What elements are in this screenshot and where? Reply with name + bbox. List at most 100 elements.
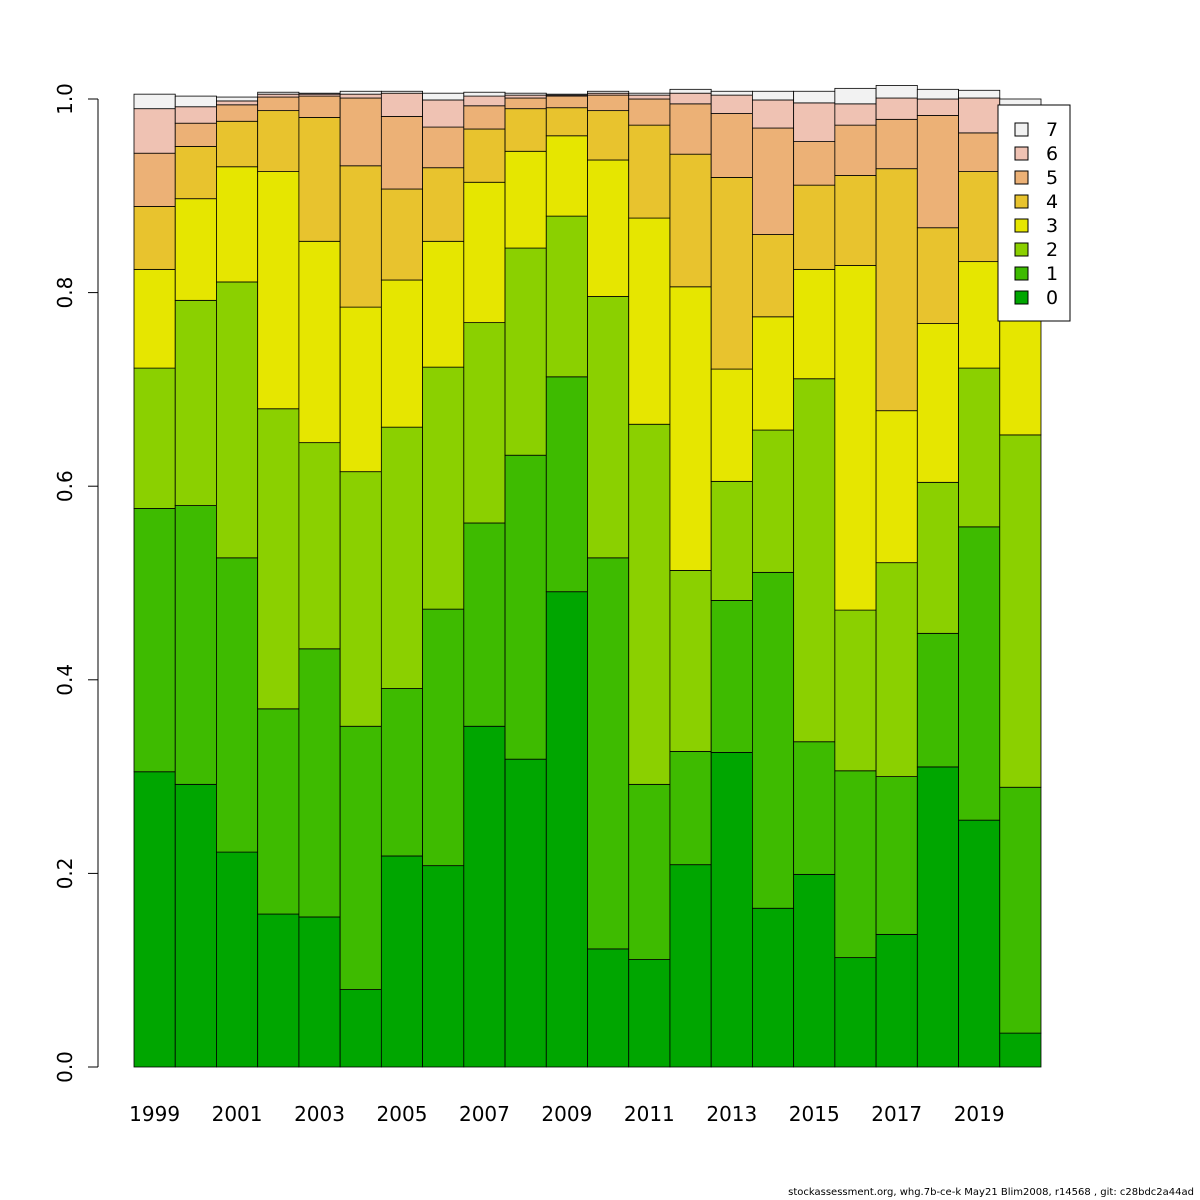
bar-segment-2006-age-6 — [422, 99, 465, 128]
bars-group — [133, 85, 1042, 1068]
bar-segment-2017-age-7 — [875, 85, 918, 99]
bar-segment-2005-age-4 — [380, 188, 423, 281]
bar-segment-2008-age-0 — [504, 758, 547, 1068]
bar-segment-2012-age-4 — [669, 153, 712, 288]
bar-segment-2003-age-5 — [298, 95, 341, 118]
y-tick-label: 0.2 — [53, 857, 77, 889]
bar-segment-2019-age-4 — [958, 171, 1001, 263]
bar-segment-2003-age-4 — [298, 116, 341, 242]
bar-segment-2011-age-1 — [628, 783, 671, 960]
bar-segment-2017-age-0 — [875, 933, 918, 1068]
bar-segment-2020-age-1 — [999, 786, 1042, 1034]
bar-segment-2016-age-6 — [834, 103, 877, 126]
bar-segment-2018-age-7 — [916, 88, 959, 100]
bar-segment-2015-age-4 — [793, 184, 836, 270]
legend-box — [997, 104, 1071, 322]
bar-segment-2014-age-0 — [752, 907, 795, 1068]
bar-segment-2010-age-7 — [587, 90, 630, 94]
bar-segment-2016-age-0 — [834, 957, 877, 1068]
bar-segment-2013-age-7 — [710, 90, 753, 96]
bar-segment-2010-age-4 — [587, 110, 630, 161]
bar-segment-1999-age-2 — [133, 367, 176, 509]
bar-segment-2002-age-2 — [257, 408, 300, 710]
legend-swatch-4 — [1014, 194, 1029, 209]
bar-segment-2007-age-3 — [463, 181, 506, 324]
bar-segment-2008-age-6 — [504, 94, 547, 99]
bar-segment-2000-age-0 — [174, 783, 217, 1068]
x-tick-label: 2013 — [706, 1102, 757, 1126]
bar-segment-2019-age-6 — [958, 97, 1001, 134]
bar-segment-2011-age-4 — [628, 124, 671, 219]
bar-segment-2006-age-3 — [422, 240, 465, 368]
bar-segment-2016-age-4 — [834, 175, 877, 266]
bar-segment-2013-age-3 — [710, 368, 753, 482]
bar-segment-2018-age-3 — [916, 323, 959, 483]
y-tick-label: 0.4 — [53, 664, 77, 696]
y-tick-label: 0.8 — [53, 277, 77, 309]
bar-segment-2017-age-5 — [875, 118, 918, 170]
bar-segment-2007-age-2 — [463, 322, 506, 524]
bar-segment-2007-age-5 — [463, 105, 506, 130]
bar-segment-2004-age-7 — [339, 90, 382, 95]
bar-segment-2012-age-3 — [669, 286, 712, 571]
bar-segment-1999-age-6 — [133, 108, 176, 154]
x-tick-label: 2001 — [212, 1102, 263, 1126]
legend-swatch-3 — [1014, 218, 1029, 233]
bar-segment-2007-age-1 — [463, 522, 506, 727]
bar-segment-2015-age-3 — [793, 268, 836, 380]
bar-segment-2018-age-5 — [916, 115, 959, 229]
bar-segment-2012-age-5 — [669, 103, 712, 155]
bar-segment-2000-age-4 — [174, 146, 217, 200]
bar-segment-2001-age-6 — [216, 100, 259, 106]
bar-segment-2014-age-7 — [752, 90, 795, 101]
bar-segment-2014-age-2 — [752, 429, 795, 573]
bar-segment-2005-age-6 — [380, 92, 423, 117]
bar-segment-2002-age-4 — [257, 110, 300, 173]
bar-segment-2008-age-2 — [504, 247, 547, 456]
bar-segment-2004-age-2 — [339, 471, 382, 727]
bar-segment-2001-age-3 — [216, 166, 259, 283]
bar-segment-2005-age-5 — [380, 116, 423, 190]
bar-segment-2005-age-1 — [380, 688, 423, 857]
legend-swatch-5 — [1014, 170, 1029, 185]
bar-segment-2010-age-1 — [587, 557, 630, 950]
bar-segment-2004-age-5 — [339, 97, 382, 167]
legend-label-5: 5 — [1046, 167, 1058, 189]
bar-segment-2005-age-2 — [380, 426, 423, 689]
bar-segment-2009-age-7 — [545, 93, 588, 96]
bar-segment-2017-age-4 — [875, 168, 918, 412]
bar-segment-2009-age-3 — [545, 135, 588, 217]
legend-label-3: 3 — [1046, 215, 1058, 237]
bar-segment-2007-age-4 — [463, 128, 506, 183]
bar-segment-2008-age-4 — [504, 108, 547, 152]
bar-segment-2017-age-2 — [875, 562, 918, 777]
bar-segment-2005-age-7 — [380, 90, 423, 94]
y-tick-label: 1.0 — [53, 83, 77, 115]
bar-segment-2001-age-7 — [216, 96, 259, 102]
bar-segment-2002-age-0 — [257, 913, 300, 1068]
bar-segment-2015-age-7 — [793, 90, 836, 104]
bar-segment-2008-age-5 — [504, 97, 547, 110]
bar-segment-2001-age-5 — [216, 104, 259, 122]
bar-segment-2018-age-4 — [916, 227, 959, 324]
x-tick-label: 1999 — [129, 1102, 180, 1126]
bar-segment-2004-age-0 — [339, 989, 382, 1068]
bar-segment-2014-age-5 — [752, 127, 795, 235]
bar-segment-2019-age-3 — [958, 261, 1001, 369]
bar-segment-2010-age-5 — [587, 94, 630, 112]
bar-segment-2002-age-1 — [257, 708, 300, 915]
bar-segment-2002-age-7 — [257, 91, 300, 95]
legend-label-2: 2 — [1046, 239, 1058, 261]
bar-segment-2000-age-5 — [174, 122, 217, 147]
bar-segment-2018-age-1 — [916, 632, 959, 768]
bar-segment-2018-age-0 — [916, 766, 959, 1068]
bar-segment-2001-age-1 — [216, 557, 259, 853]
bar-segment-2003-age-0 — [298, 916, 341, 1068]
bar-segment-2016-age-3 — [834, 265, 877, 611]
bar-segment-2016-age-5 — [834, 124, 877, 176]
bar-segment-2011-age-3 — [628, 217, 671, 425]
bar-segment-2010-age-0 — [587, 948, 630, 1068]
y-axis: 0.0 0.2 0.4 0.6 0.8 1.0 — [53, 83, 99, 1083]
bar-segment-2000-age-2 — [174, 299, 217, 506]
